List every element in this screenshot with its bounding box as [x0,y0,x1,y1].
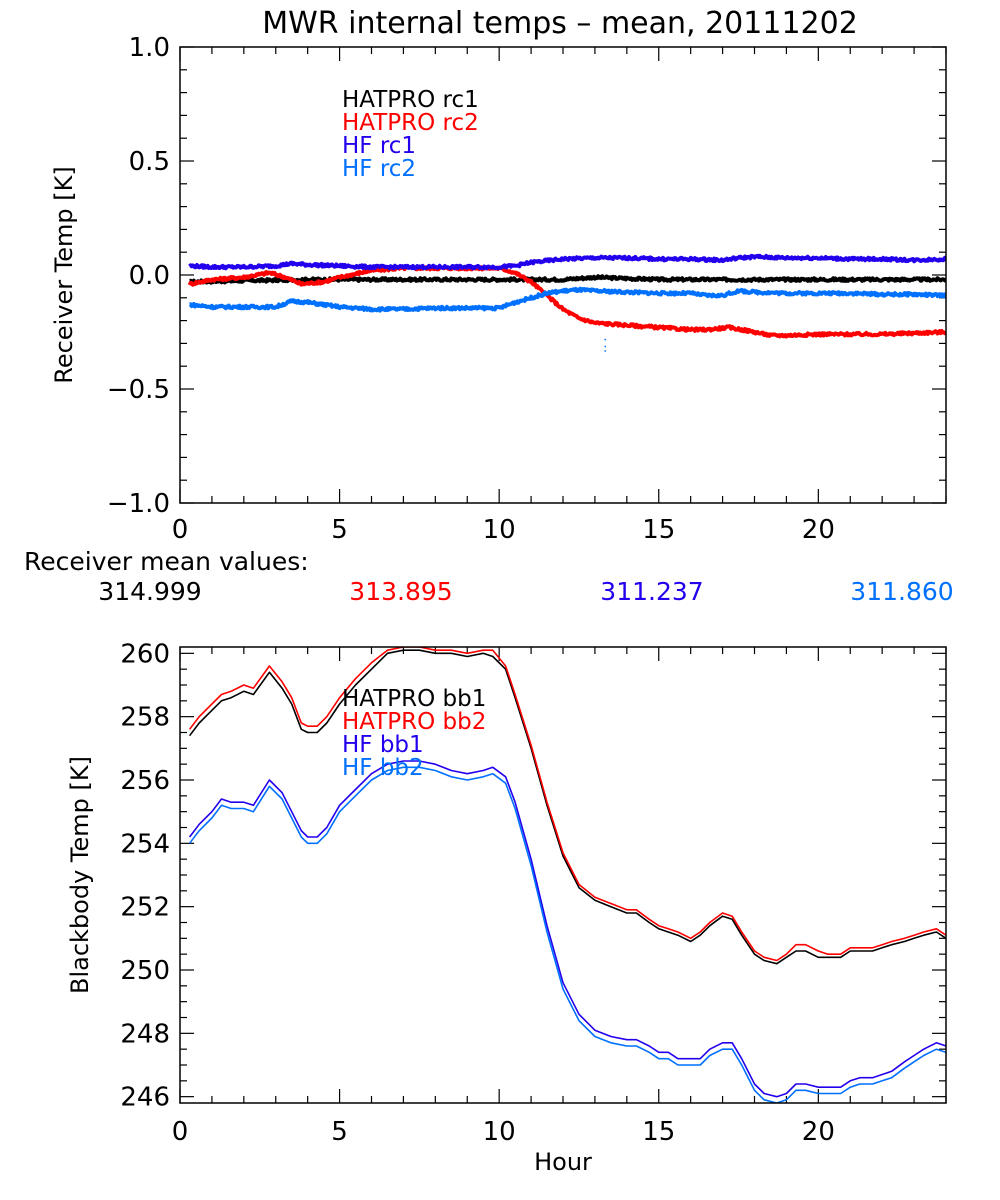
x-tick-label: 15 [642,1117,675,1147]
stray-data-point [604,350,606,352]
receiver-ticks [179,46,947,504]
series-line-hf-rc2 [188,286,946,313]
series-line-hf-bb2 [188,766,946,1103]
figure-title: MWR internal temps – mean, 20111202 [262,6,858,41]
legend-entry: HATPRO bb1 [342,686,486,712]
mean-value-hf-rc2: 311.860 [850,577,953,606]
blackbody-plot-frame [179,646,947,1104]
y-tick-label: 250 [120,956,170,986]
legend-entry: HF bb1 [342,732,424,758]
legend-entry: HATPRO rc1 [342,87,479,113]
y-tick-label: −1.0 [107,489,170,519]
blackbody-ticks [179,647,947,1103]
y-tick-label: 1.0 [129,33,170,63]
y-tick-label: 256 [120,766,170,796]
stray-data-point [604,338,606,341]
receiver-plot-frame [179,46,947,504]
y-tick-label: 258 [120,703,170,733]
series-line-hatpro-bb1 [188,649,946,965]
series-line-hf-bb1 [188,760,946,1098]
y-tick-label: 252 [120,893,170,923]
y-tick-label: 0.0 [129,261,170,291]
series-line-hatpro-rc2 [187,264,946,339]
y-tick-label: 246 [120,1083,170,1113]
mean-values-label: Receiver mean values: [24,547,309,576]
legend-entry: HF rc1 [342,133,416,159]
blackbody-temp-plot: 0 5 10 15 20 246 248 250 252 254 256 258 260 HATPRO … [66,639,947,1176]
mean-value-hatpro-rc1: 314.999 [98,577,201,606]
blackbody-series [188,647,946,1103]
receiver-y-axis-label: Receiver Temp [K] [50,166,78,384]
y-tick-label: 260 [120,639,170,669]
x-tick-label: 0 [172,515,189,545]
x-tick-label: 15 [642,515,675,545]
receiver-mean-values: Receiver mean values: 314.999 313.895 31… [24,547,954,606]
x-tick-label: 20 [802,1117,835,1147]
receiver-temp-plot: 0 5 10 15 20 −1.0 −0.5 0.0 0.5 1.0 HATPRO rc1HATP… [50,33,947,545]
receiver-series [187,253,946,352]
mean-value-hatpro-rc2: 313.895 [349,577,452,606]
blackbody-y-axis-label: Blackbody Temp [K] [66,756,94,994]
stray-data-point [604,345,606,348]
y-tick-label: 0.5 [129,147,170,177]
y-tick-label: 248 [120,1019,170,1049]
blackbody-tick-labels: 0 5 10 15 20 246 248 250 252 254 256 258 260 [120,639,835,1147]
mean-value-hf-rc1: 311.237 [600,577,703,606]
x-tick-label: 5 [331,1117,348,1147]
legend-entry: HATPRO rc2 [342,110,479,136]
blackbody-x-axis-label: Hour [534,1148,592,1176]
x-tick-label: 5 [331,515,348,545]
x-tick-label: 0 [172,1117,189,1147]
y-tick-label: 254 [120,829,170,859]
legend-entry: HF rc2 [342,156,416,182]
series-line-hf-rc1 [188,253,946,271]
series-line-hatpro-bb2 [188,647,946,962]
series-line-hatpro-rc1 [188,274,946,285]
receiver-tick-labels: 0 5 10 15 20 −1.0 −0.5 0.0 0.5 1.0 [107,33,835,545]
legend-entry: HATPRO bb2 [342,709,486,735]
y-tick-label: −0.5 [107,375,170,405]
legend-entry: HF bb2 [342,755,424,781]
x-tick-label: 10 [483,1117,516,1147]
x-tick-label: 20 [802,515,835,545]
x-tick-label: 10 [483,515,516,545]
